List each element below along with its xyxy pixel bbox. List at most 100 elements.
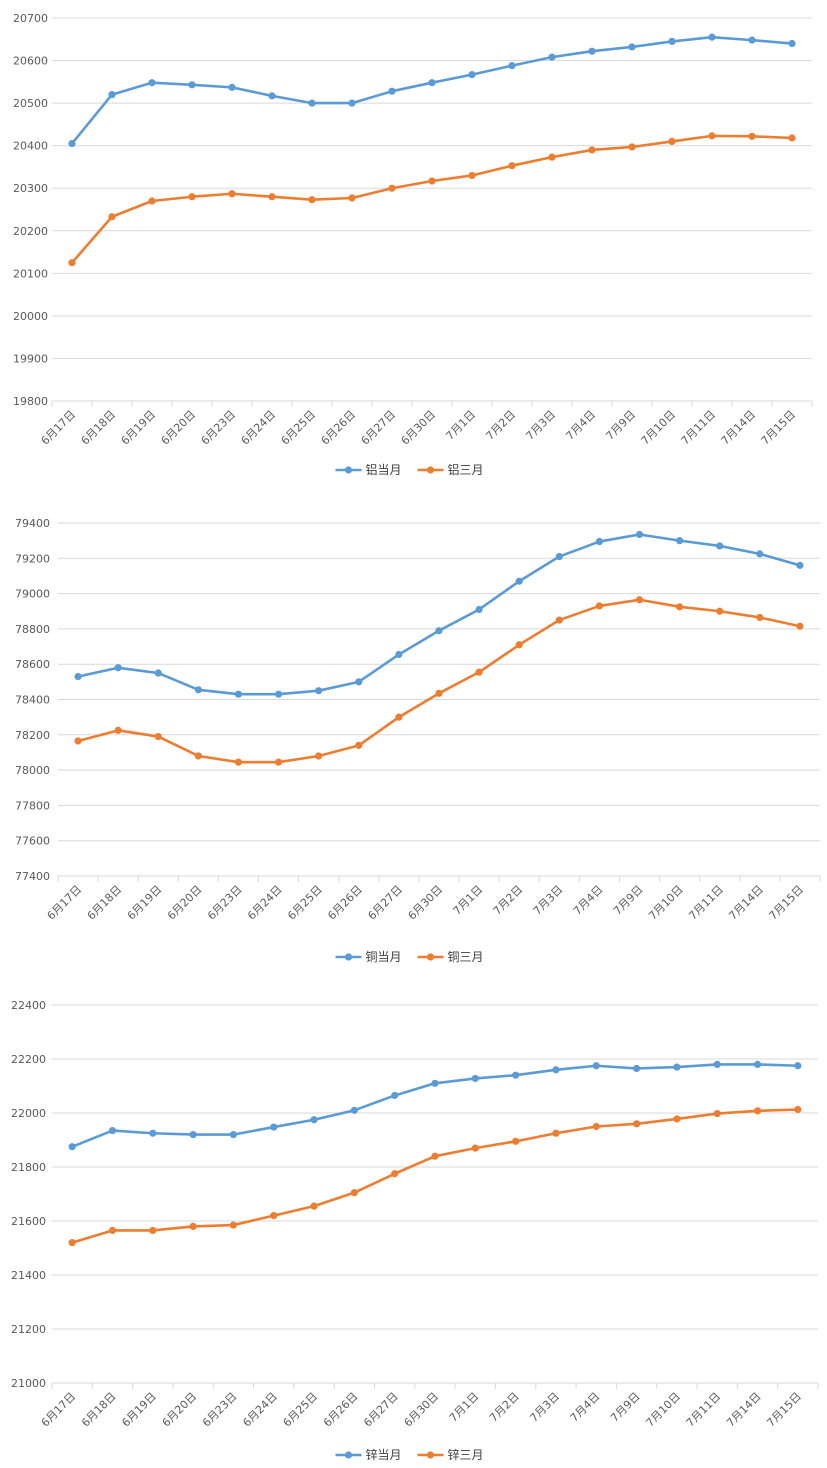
data-point [588,146,596,154]
data-point [552,1129,560,1137]
data-point [595,602,604,610]
data-point [548,153,556,161]
x-tick-label: 6月27日 [359,408,399,448]
data-point [228,83,236,91]
x-tick-label: 6月25日 [285,883,325,923]
x-tick-label: 7月15日 [766,883,806,923]
x-tick-label: 7月10日 [639,408,679,448]
legend-marker [426,466,435,474]
data-point [475,668,483,676]
x-tick-label: 6月23日 [199,408,239,448]
legend-item: 铝三月 [417,462,484,477]
legend-marker [344,466,353,474]
data-point [308,99,316,107]
data-point [234,690,243,698]
data-point [508,62,516,70]
data-point [108,91,116,99]
data-point [310,1116,318,1124]
x-tick-label: 7月9日 [608,1390,643,1425]
legend-marker [344,953,353,961]
y-tick-label: 20000 [13,310,48,323]
y-tick-label: 78200 [15,729,50,742]
series-line [76,598,802,764]
data-point [595,537,604,546]
x-tick-label: 6月30日 [402,1390,442,1430]
data-point [788,134,796,142]
data-point [149,1226,157,1235]
data-point [748,36,756,44]
x-tick-label: 7月9日 [611,883,646,918]
y-tick-label: 78400 [15,694,50,707]
series-2 [68,132,796,267]
data-point [310,1202,318,1210]
data-point [431,1079,439,1087]
data-point [512,1137,520,1145]
x-tick-label: 6月27日 [365,883,405,923]
data-point [471,1074,479,1083]
y-tick-label: 20200 [13,225,48,238]
x-tick-label: 6月25日 [279,408,319,448]
data-point [796,622,804,630]
x-tick-label: 7月4日 [563,408,598,443]
data-point [188,193,196,201]
y-tick-label: 21200 [11,1323,46,1336]
y-tick-label: 79000 [15,588,50,601]
data-point [268,92,276,100]
x-tick-label: 7月2日 [487,1390,522,1425]
data-point [628,43,636,51]
data-point [673,1063,681,1071]
x-tick-label: 6月20日 [165,883,205,923]
y-tick-label: 77800 [15,799,50,812]
y-tick-label: 22400 [11,999,46,1012]
data-point [588,47,596,55]
data-point [796,561,804,569]
x-tick-label: 6月26日 [319,408,359,448]
data-point [716,542,724,550]
legend-item: 铝当月 [335,462,402,477]
series-1 [74,530,804,698]
x-tick-label: 7月4日 [568,1390,603,1425]
data-point [713,1109,721,1118]
data-point [515,577,523,585]
data-point [431,1152,439,1160]
x-tick-label: 6月19日 [119,1390,159,1430]
y-tick-label: 79400 [15,517,50,530]
data-point [189,1222,197,1230]
x-tick-label: 7月2日 [483,408,518,443]
x-tick-label: 6月23日 [200,1390,240,1430]
data-point [114,664,122,672]
data-point [676,603,684,611]
x-tick-label: 6月20日 [159,408,199,448]
data-point [274,690,283,698]
data-point [395,713,403,721]
y-tick-label: 20400 [13,140,48,153]
legend-marker [426,1451,435,1459]
legend-label: 铝三月 [448,462,484,477]
data-point [668,37,676,46]
line-chart-1: 19800 19900 20000 20100 20200 20300 20400 20500… [13,12,813,477]
x-tick-label: 6月26日 [321,1390,361,1430]
data-point [68,1239,76,1247]
data-point [756,613,764,622]
data-point [68,139,76,148]
x-tick-label: 7月14日 [724,1390,764,1430]
data-point [149,1129,157,1137]
y-tick-label: 22200 [11,1053,46,1066]
series-line [70,1108,800,1244]
x-tick-label: 6月30日 [399,408,439,448]
x-tick-label: 6月26日 [325,883,365,923]
data-point [515,641,523,649]
x-tick-label: 7月11日 [679,408,719,448]
data-point [468,70,476,79]
y-tick-label: 79200 [15,552,50,565]
data-point [788,39,796,48]
data-point [676,537,684,545]
y-tick-label: 78000 [15,764,50,777]
x-tick-label: 6月30日 [406,883,446,923]
data-point [350,1106,358,1114]
series-2 [74,596,804,766]
data-point [189,1131,197,1139]
data-point [391,1091,399,1100]
series-1 [68,33,796,148]
data-point [388,87,396,95]
